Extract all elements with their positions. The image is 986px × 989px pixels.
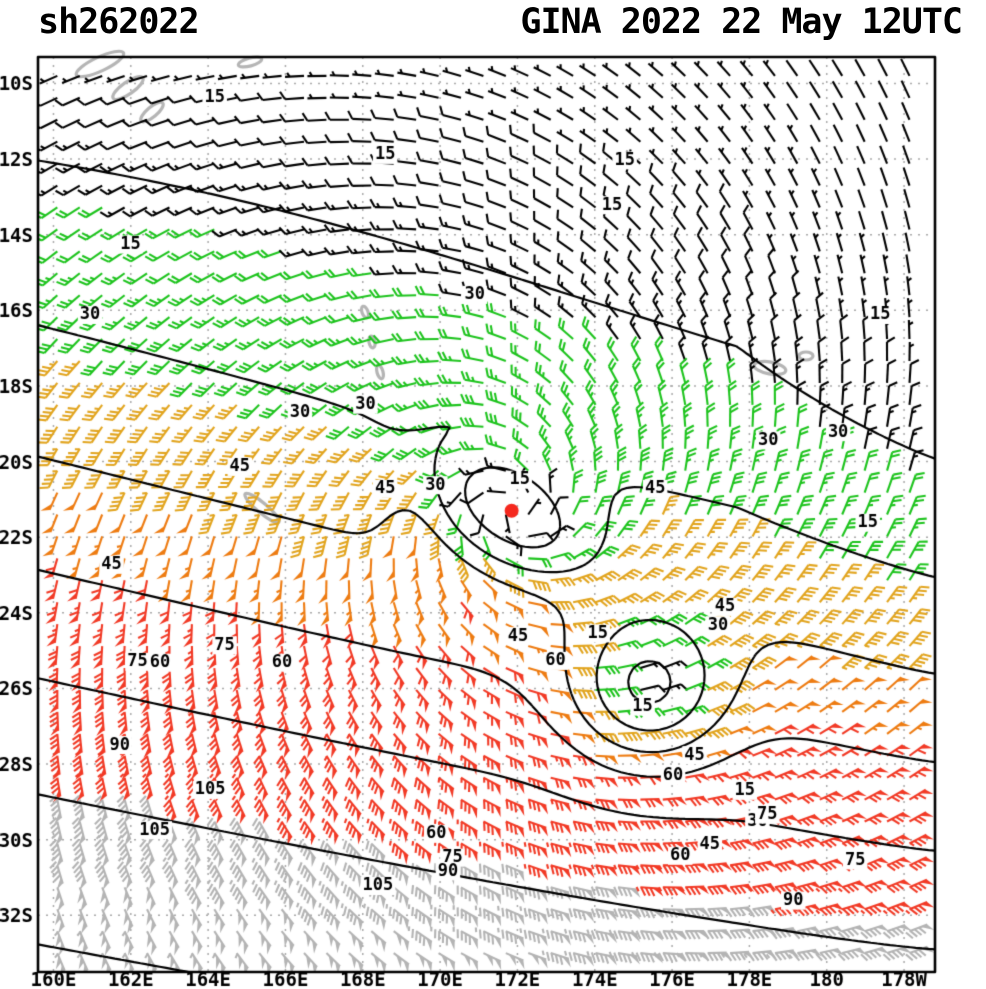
wind-barb-chart-canvas xyxy=(0,0,986,989)
wind-analysis-page: sh262022 GINA 2022 22 May 12UTC xyxy=(0,0,986,989)
